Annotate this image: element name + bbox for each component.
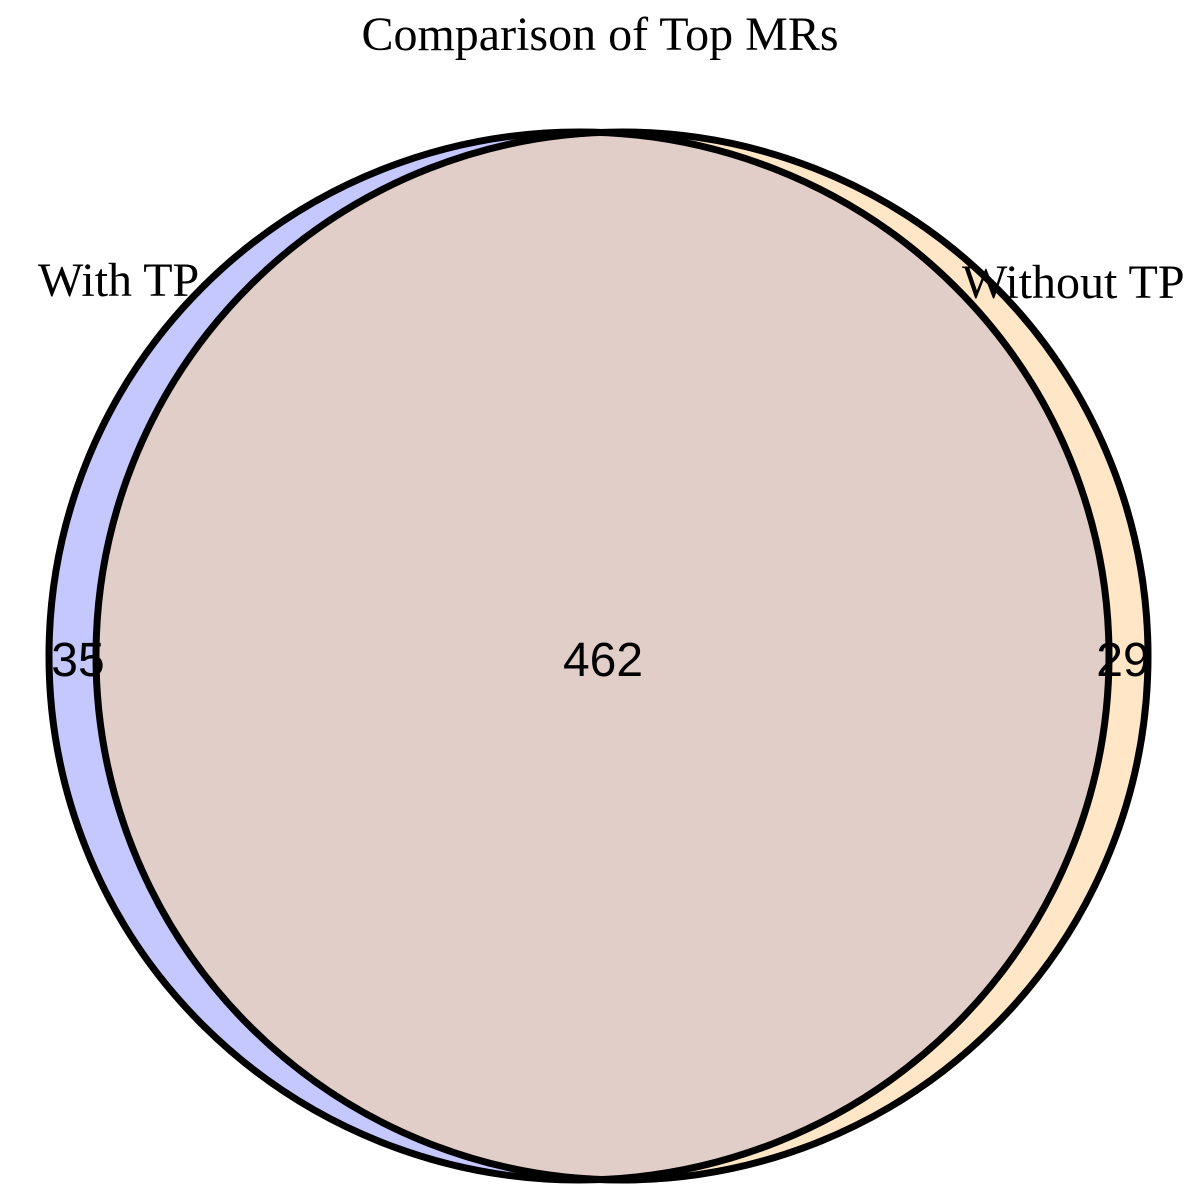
intersection-region xyxy=(96,132,1109,1180)
set-label-with-tp: With TP xyxy=(38,254,199,307)
count-with-tp-only: 35 xyxy=(51,634,104,687)
set-outline-without-tp xyxy=(92,128,1152,1184)
set-label-without-tp: Without TP xyxy=(962,256,1185,309)
diagram-title: Comparison of Top MRs xyxy=(361,8,838,61)
count-without-tp-only: 29 xyxy=(1096,634,1149,687)
count-intersection: 462 xyxy=(563,634,643,687)
